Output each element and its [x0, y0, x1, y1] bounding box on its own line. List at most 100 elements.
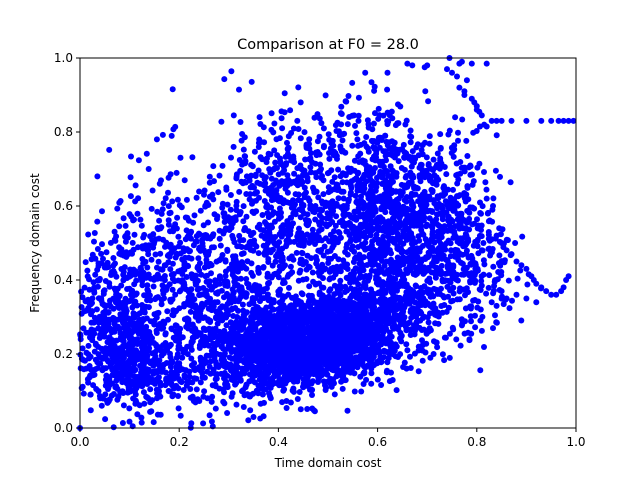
data-point [333, 363, 340, 370]
data-point [455, 202, 462, 209]
data-point [79, 345, 86, 352]
data-point [77, 336, 84, 343]
data-point [300, 349, 307, 355]
data-point [524, 281, 531, 288]
data-point [175, 405, 182, 412]
data-point [317, 354, 324, 361]
data-point [265, 347, 272, 354]
data-point [181, 177, 188, 184]
data-point [144, 282, 151, 289]
data-point [451, 146, 458, 153]
data-point [194, 286, 201, 293]
data-point [210, 163, 217, 170]
data-point [209, 393, 216, 400]
data-point [246, 378, 253, 385]
data-point [186, 373, 193, 380]
data-point [90, 319, 97, 326]
data-point [195, 264, 202, 270]
data-point [94, 365, 101, 371]
data-point [199, 240, 206, 247]
data-point [259, 391, 266, 398]
data-point [389, 172, 396, 179]
data-point [111, 228, 118, 235]
data-point [330, 380, 337, 387]
data-point [393, 387, 400, 394]
data-point [110, 255, 117, 261]
data-point [483, 186, 490, 193]
data-point [150, 231, 157, 238]
data-point [381, 168, 388, 175]
data-point [378, 382, 385, 388]
data-point [338, 315, 345, 322]
data-point [470, 178, 477, 185]
data-point [414, 185, 421, 192]
data-point [480, 240, 487, 246]
data-point [438, 262, 445, 269]
data-point [89, 308, 96, 315]
data-point [181, 259, 188, 266]
data-point [159, 282, 166, 289]
data-point [331, 391, 338, 398]
data-point [456, 192, 463, 199]
data-point [210, 340, 216, 347]
data-point [256, 339, 263, 346]
data-point [208, 307, 215, 314]
data-point [103, 249, 110, 256]
data-point [246, 353, 253, 360]
data-point [124, 286, 131, 292]
data-point [342, 309, 349, 315]
data-point [150, 283, 157, 290]
data-point [169, 311, 176, 318]
data-point [172, 322, 179, 329]
data-point [377, 255, 384, 262]
data-point [148, 205, 155, 212]
data-point [197, 291, 204, 298]
data-point [110, 424, 117, 431]
data-point [457, 170, 464, 177]
data-point [197, 207, 204, 214]
data-point [110, 268, 117, 274]
data-point [247, 407, 254, 414]
data-point [107, 303, 114, 310]
data-point [437, 155, 444, 162]
data-point [370, 226, 377, 233]
data-point [168, 325, 175, 332]
data-point [279, 354, 286, 360]
data-point [419, 142, 426, 149]
data-point [144, 264, 151, 271]
data-point [288, 302, 295, 309]
data-point [255, 250, 262, 257]
data-point [395, 354, 401, 360]
data-point [200, 420, 207, 427]
data-point [112, 237, 119, 244]
data-point [250, 414, 257, 420]
data-point [331, 335, 338, 342]
data-point [434, 211, 440, 218]
data-point [304, 406, 311, 412]
data-point [131, 314, 138, 321]
data-point [454, 277, 461, 284]
data-point [102, 416, 109, 423]
data-point [162, 331, 169, 338]
data-point [243, 309, 250, 316]
data-point [281, 363, 288, 370]
data-point [376, 224, 383, 231]
data-point [417, 178, 424, 185]
data-point [105, 309, 112, 316]
data-point [337, 268, 344, 275]
data-point [233, 334, 240, 341]
data-point [374, 376, 381, 383]
data-point [398, 332, 405, 339]
data-point [344, 407, 351, 414]
data-point [352, 192, 359, 199]
data-point [167, 266, 174, 273]
data-point [426, 175, 433, 182]
data-point [203, 199, 210, 206]
data-point [465, 217, 472, 224]
data-point [370, 120, 377, 127]
data-point [174, 196, 181, 203]
data-point [383, 340, 389, 347]
data-point [404, 182, 411, 189]
data-point [334, 239, 341, 246]
data-point [312, 331, 319, 338]
